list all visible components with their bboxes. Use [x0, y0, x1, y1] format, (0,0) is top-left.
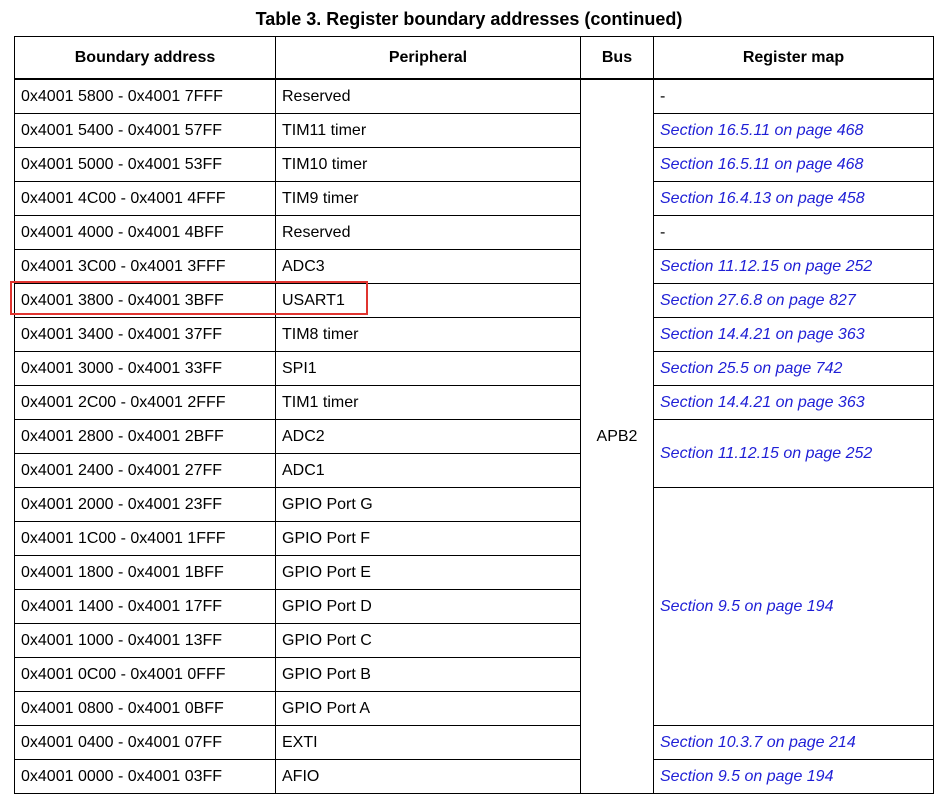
- address-cell: 0x4001 1000 - 0x4001 13FF: [14, 623, 276, 658]
- address-cell: 0x4001 3800 - 0x4001 3BFF: [14, 283, 276, 318]
- peripheral-cell: TIM8 timer: [275, 317, 581, 352]
- address-cell: 0x4001 1400 - 0x4001 17FF: [14, 589, 276, 624]
- table-row: 0x4001 2000 - 0x4001 23FF GPIO Port G Se…: [14, 487, 934, 726]
- register-map-link[interactable]: Section 9.5 on page 194: [653, 759, 934, 794]
- peripheral-cell: GPIO Port G: [275, 487, 581, 522]
- register-map-cell: -: [653, 215, 934, 250]
- peripheral-cell: USART1: [275, 283, 581, 318]
- column-header-bus: Bus: [580, 36, 654, 80]
- register-map-link[interactable]: Section 14.4.21 on page 363: [653, 385, 934, 420]
- table-row: 0x4001 3C00 - 0x4001 3FFF ADC3 Section 1…: [14, 249, 934, 284]
- peripheral-cell: GPIO Port B: [275, 657, 581, 692]
- peripheral-cell: TIM10 timer: [275, 147, 581, 182]
- address-cell: 0x4001 1C00 - 0x4001 1FFF: [14, 521, 276, 556]
- address-cell: 0x4001 5400 - 0x4001 57FF: [14, 113, 276, 148]
- register-map-link[interactable]: Section 9.5 on page 194: [653, 487, 934, 726]
- table-row: 0x4001 1000 - 0x4001 13FF GPIO Port C: [14, 623, 934, 658]
- table-row: 0x4001 5400 - 0x4001 57FF TIM11 timer Se…: [14, 113, 934, 148]
- peripheral-cell: EXTI: [275, 725, 581, 760]
- address-cell: 0x4001 5800 - 0x4001 7FFF: [14, 78, 276, 114]
- peripheral-cell: GPIO Port E: [275, 555, 581, 590]
- table-row: 0x4001 3000 - 0x4001 33FF SPI1 Section 2…: [14, 351, 934, 386]
- register-table: Boundary address Peripheral Bus Register…: [14, 36, 934, 794]
- register-map-link[interactable]: Section 11.12.15 on page 252: [653, 249, 934, 284]
- table-row: 0x4001 0800 - 0x4001 0BFF GPIO Port A: [14, 691, 934, 726]
- table-row: 0x4001 0400 - 0x4001 07FF EXTI Section 1…: [14, 725, 934, 760]
- address-cell: 0x4001 0C00 - 0x4001 0FFF: [14, 657, 276, 692]
- peripheral-cell: Reserved: [275, 215, 581, 250]
- table-row: 0x4001 2800 - 0x4001 2BFF ADC2 Section 1…: [14, 419, 934, 488]
- column-header-boundary-address: Boundary address: [14, 36, 276, 80]
- table-row-usart1: 0x4001 3800 - 0x4001 3BFF USART1 Section…: [14, 283, 934, 318]
- table-row: 0x4001 0000 - 0x4001 03FF AFIO Section 9…: [14, 759, 934, 794]
- table-row: 0x4001 2400 - 0x4001 27FF ADC1: [14, 453, 934, 488]
- register-map-link[interactable]: Section 25.5 on page 742: [653, 351, 934, 386]
- address-cell: 0x4001 0400 - 0x4001 07FF: [14, 725, 276, 760]
- bus-cell: APB2: [580, 78, 654, 794]
- address-cell: 0x4001 2000 - 0x4001 23FF: [14, 487, 276, 522]
- register-map-link[interactable]: Section 14.4.21 on page 363: [653, 317, 934, 352]
- address-cell: 0x4001 3000 - 0x4001 33FF: [14, 351, 276, 386]
- peripheral-cell: ADC3: [275, 249, 581, 284]
- peripheral-cell: TIM9 timer: [275, 181, 581, 216]
- peripheral-cell: Reserved: [275, 78, 581, 114]
- address-cell: 0x4001 4C00 - 0x4001 4FFF: [14, 181, 276, 216]
- register-map-link[interactable]: Section 16.4.13 on page 458: [653, 181, 934, 216]
- address-cell: 0x4001 5000 - 0x4001 53FF: [14, 147, 276, 182]
- peripheral-cell: ADC2: [275, 419, 581, 454]
- peripheral-cell: ADC1: [275, 453, 581, 488]
- address-cell: 0x4001 2C00 - 0x4001 2FFF: [14, 385, 276, 420]
- table-row: 0x4001 5800 - 0x4001 7FFF Reserved APB2 …: [14, 78, 934, 794]
- register-map-link[interactable]: Section 16.5.11 on page 468: [653, 147, 934, 182]
- column-header-peripheral: Peripheral: [275, 36, 581, 80]
- address-cell: 0x4001 3400 - 0x4001 37FF: [14, 317, 276, 352]
- register-map-link[interactable]: Section 16.5.11 on page 468: [653, 113, 934, 148]
- peripheral-cell: GPIO Port A: [275, 691, 581, 726]
- address-cell: 0x4001 3C00 - 0x4001 3FFF: [14, 249, 276, 284]
- register-map-link[interactable]: Section 27.6.8 on page 827: [653, 283, 934, 318]
- header-row: Boundary address Peripheral Bus Register…: [14, 36, 934, 80]
- peripheral-cell: AFIO: [275, 759, 581, 794]
- register-map-link[interactable]: Section 10.3.7 on page 214: [653, 725, 934, 760]
- table-row: 0x4001 5000 - 0x4001 53FF TIM10 timer Se…: [14, 147, 934, 182]
- register-map-cell: -: [653, 78, 934, 114]
- peripheral-cell: GPIO Port D: [275, 589, 581, 624]
- peripheral-cell: SPI1: [275, 351, 581, 386]
- address-cell: 0x4001 0000 - 0x4001 03FF: [14, 759, 276, 794]
- peripheral-cell: TIM11 timer: [275, 113, 581, 148]
- table-row: 0x4001 1C00 - 0x4001 1FFF GPIO Port F: [14, 521, 934, 556]
- address-cell: 0x4001 2400 - 0x4001 27FF: [14, 453, 276, 488]
- table-row: 0x4001 1400 - 0x4001 17FF GPIO Port D: [14, 589, 934, 624]
- peripheral-cell: GPIO Port F: [275, 521, 581, 556]
- column-header-register-map: Register map: [653, 36, 934, 80]
- address-cell: 0x4001 0800 - 0x4001 0BFF: [14, 691, 276, 726]
- table-row: 0x4001 1800 - 0x4001 1BFF GPIO Port E: [14, 555, 934, 590]
- table-title: Table 3. Register boundary addresses (co…: [255, 9, 683, 29]
- address-cell: 0x4001 4000 - 0x4001 4BFF: [14, 215, 276, 250]
- table-row: 0x4001 4000 - 0x4001 4BFF Reserved -: [14, 215, 934, 250]
- address-cell: 0x4001 1800 - 0x4001 1BFF: [14, 555, 276, 590]
- peripheral-cell: GPIO Port C: [275, 623, 581, 658]
- table-row: 0x4001 3400 - 0x4001 37FF TIM8 timer Sec…: [14, 317, 934, 352]
- table-row: 0x4001 4C00 - 0x4001 4FFF TIM9 timer Sec…: [14, 181, 934, 216]
- address-cell: 0x4001 2800 - 0x4001 2BFF: [14, 419, 276, 454]
- table-row: 0x4001 0C00 - 0x4001 0FFF GPIO Port B: [14, 657, 934, 692]
- peripheral-cell: TIM1 timer: [275, 385, 581, 420]
- table-row: 0x4001 2C00 - 0x4001 2FFF TIM1 timer Sec…: [14, 385, 934, 420]
- register-map-link[interactable]: Section 11.12.15 on page 252: [653, 419, 934, 488]
